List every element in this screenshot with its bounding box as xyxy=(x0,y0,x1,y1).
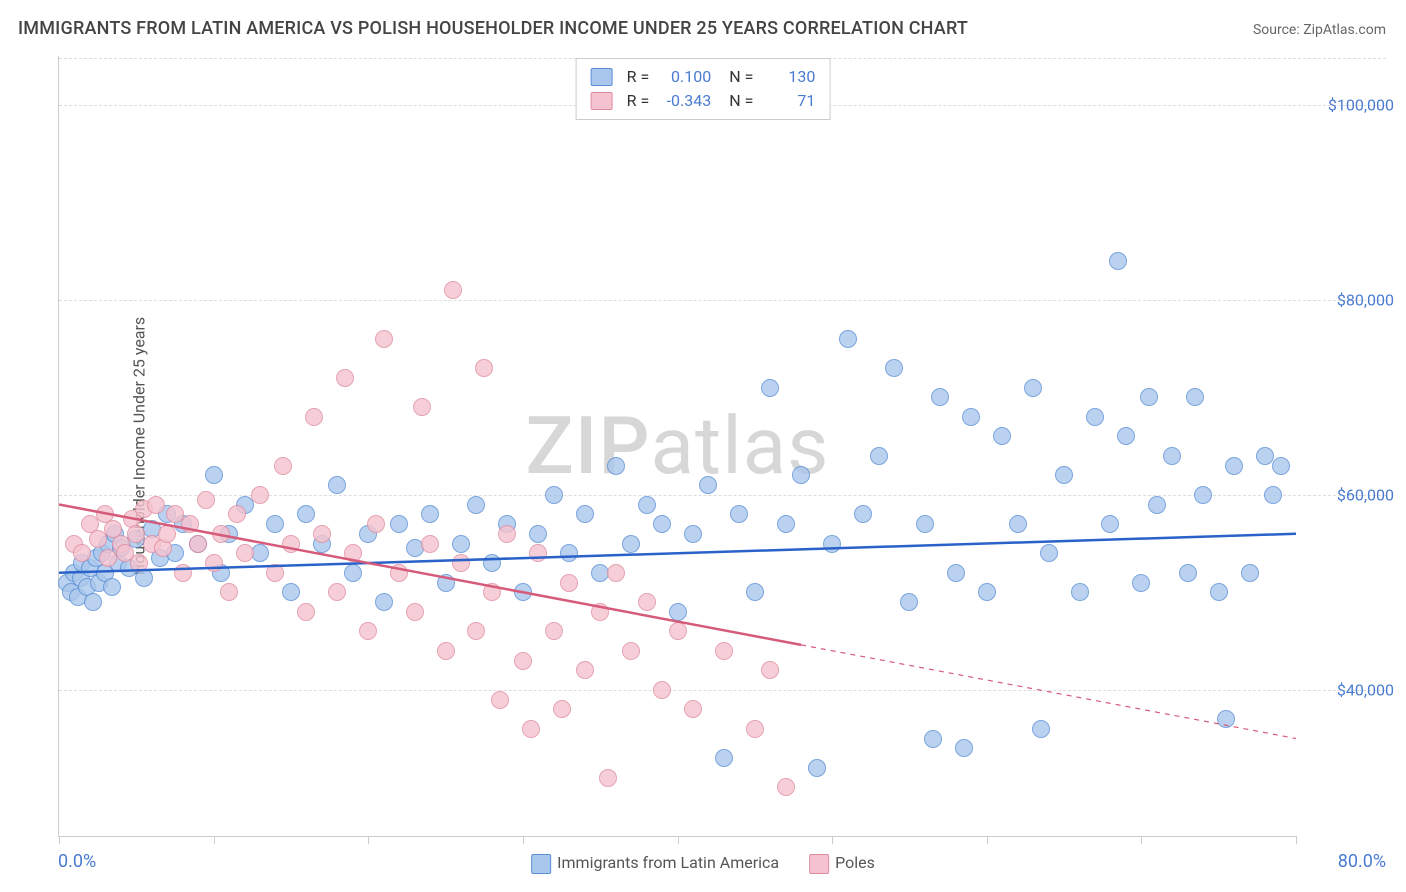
source-prefix: Source: xyxy=(1253,22,1303,38)
legend-item: Poles xyxy=(809,853,875,874)
x-axis-end-label: 80.0% xyxy=(1338,851,1386,872)
source-link[interactable]: ZipAtlas.com xyxy=(1303,22,1386,38)
x-tick xyxy=(832,836,833,844)
stat-r-value: 0.100 xyxy=(657,65,711,89)
legend-item: Immigrants from Latin America xyxy=(531,853,779,874)
stat-r-label: R = xyxy=(627,65,650,89)
stat-n-value: 130 xyxy=(761,65,815,89)
legend-bottom: Immigrants from Latin America Poles xyxy=(531,853,875,874)
legend-swatch xyxy=(591,92,613,110)
x-tick xyxy=(1296,836,1297,844)
stat-n-value: 71 xyxy=(761,89,815,113)
trend-line-dashed xyxy=(801,645,1296,739)
x-tick xyxy=(214,836,215,844)
x-tick xyxy=(678,836,679,844)
chart-title: IMMIGRANTS FROM LATIN AMERICA VS POLISH … xyxy=(18,18,968,39)
y-tick-label: $40,000 xyxy=(1337,680,1394,699)
stats-row: R = -0.343 N = 71 xyxy=(591,89,816,113)
x-tick xyxy=(59,836,60,844)
source-attribution: Source: ZipAtlas.com xyxy=(1253,22,1386,38)
legend-swatch xyxy=(591,68,613,86)
trend-line-solid xyxy=(59,505,801,645)
stats-legend-box: R = 0.100 N = 130 R = -0.343 N = 71 xyxy=(576,58,831,120)
x-tick xyxy=(987,836,988,844)
stat-r-value: -0.343 xyxy=(657,89,711,113)
legend-swatch xyxy=(531,854,551,874)
legend-swatch xyxy=(809,854,829,874)
legend-label: Poles xyxy=(835,853,875,872)
legend-label: Immigrants from Latin America xyxy=(557,853,779,872)
stat-n-label: N = xyxy=(729,65,753,89)
y-tick-label: $60,000 xyxy=(1337,485,1394,504)
x-tick xyxy=(523,836,524,844)
stats-row: R = 0.100 N = 130 xyxy=(591,65,816,89)
y-tick-label: $80,000 xyxy=(1337,290,1394,309)
x-axis-start-label: 0.0% xyxy=(58,851,96,872)
stat-n-label: N = xyxy=(729,89,753,113)
stat-r-label: R = xyxy=(627,89,650,113)
trend-lines xyxy=(59,56,1296,836)
plot-area: ZIPatlas xyxy=(58,56,1296,837)
y-tick-label: $100,000 xyxy=(1328,95,1394,114)
x-tick xyxy=(368,836,369,844)
x-tick xyxy=(1141,836,1142,844)
